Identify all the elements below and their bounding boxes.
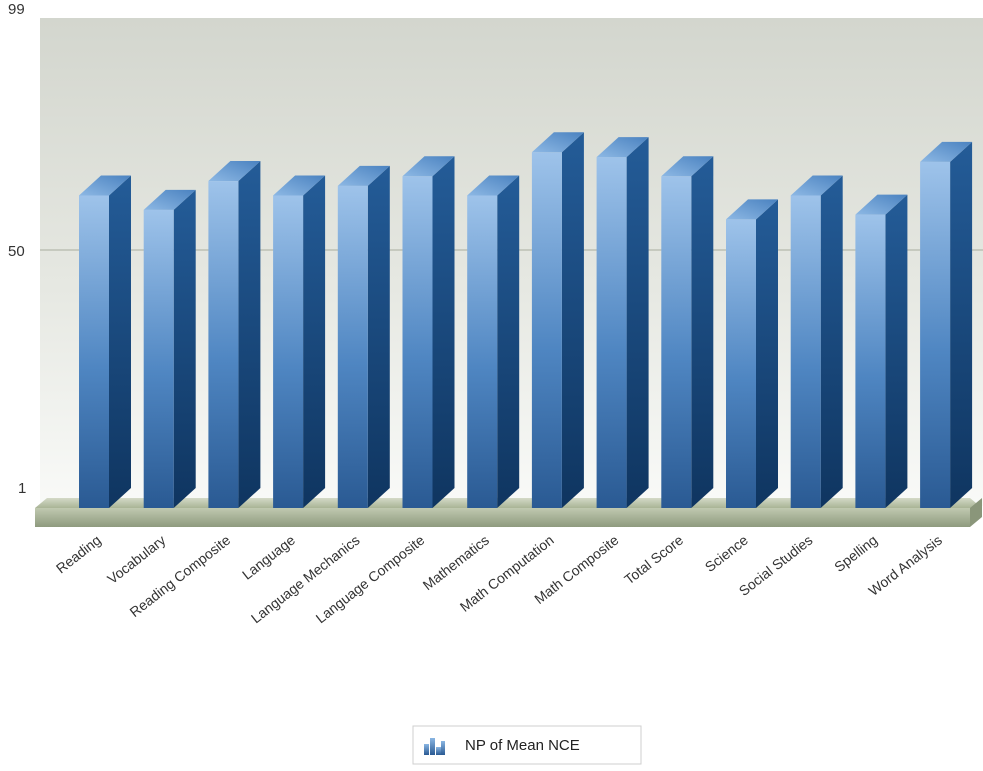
- bar-side: [173, 189, 196, 508]
- bar-front: [855, 214, 886, 508]
- bar-front: [596, 157, 627, 508]
- bar-side: [691, 156, 714, 508]
- bar-front: [143, 209, 174, 508]
- bar-side: [950, 141, 973, 508]
- bar-top: [790, 175, 843, 196]
- bar-front: [273, 195, 304, 508]
- legend-bar-chart-icon: [424, 738, 445, 755]
- bar: [596, 137, 649, 508]
- xtick-label: Spelling: [831, 532, 880, 575]
- bar-front: [208, 181, 239, 508]
- bar-top: [596, 137, 649, 158]
- xtick-label: Language Mechanics: [248, 532, 363, 627]
- bar: [531, 132, 584, 509]
- bar: [208, 161, 261, 508]
- bar-top: [79, 175, 131, 196]
- bar-side: [626, 137, 649, 508]
- bar-side: [303, 175, 326, 508]
- bar: [273, 175, 326, 508]
- bar: [402, 156, 455, 508]
- bar: [920, 141, 973, 508]
- bar-top: [855, 194, 908, 215]
- legend-box: [412, 725, 642, 765]
- legend: NP of Mean NCE: [412, 725, 642, 765]
- bar-top: [531, 132, 584, 153]
- bar: [661, 156, 714, 508]
- bar-top: [337, 165, 390, 186]
- bar: [467, 175, 520, 508]
- bar: [855, 194, 908, 508]
- bar-side: [820, 175, 843, 508]
- bar-front: [726, 219, 756, 508]
- bar-front: [790, 195, 821, 508]
- bar-group: [79, 132, 973, 509]
- bar-top: [467, 175, 520, 196]
- xtick-label: Total Score: [621, 532, 686, 588]
- bar-top: [726, 199, 778, 220]
- bar-top: [143, 189, 196, 210]
- bar: [79, 175, 131, 508]
- xtick-label: Reading: [53, 532, 104, 577]
- bar: [143, 189, 196, 508]
- bar-side: [367, 165, 390, 508]
- bar-side: [561, 132, 584, 509]
- floor-front: [35, 508, 970, 527]
- bar-front: [337, 185, 368, 508]
- bar-top: [920, 141, 973, 162]
- legend-label: NP of Mean NCE: [465, 737, 580, 754]
- bar-front: [661, 176, 692, 508]
- bar-top: [402, 156, 455, 177]
- bar-front: [920, 161, 951, 508]
- bar-top: [661, 156, 714, 177]
- ytick-label-1: 1: [18, 480, 26, 497]
- bar-side: [756, 199, 778, 508]
- bar: [337, 165, 390, 508]
- bar-side: [238, 161, 261, 508]
- bar-front: [531, 152, 562, 509]
- bar: [790, 175, 843, 508]
- ytick-label-50: 50: [8, 243, 25, 260]
- bar-side: [109, 175, 131, 508]
- bar-front: [402, 176, 433, 508]
- bar-side: [432, 156, 455, 508]
- bar-front: [467, 195, 498, 508]
- bar: [726, 199, 778, 508]
- xtick-label: Language Composite: [313, 532, 428, 627]
- xtick-label: Science: [702, 532, 751, 575]
- bar-side: [497, 175, 520, 508]
- bar-front: [79, 195, 109, 508]
- floor-side: [970, 498, 982, 527]
- bar-top: [273, 175, 326, 196]
- bar-top: [208, 161, 261, 182]
- xtick-label: Language: [239, 532, 298, 583]
- xtick-label: Vocabulary: [104, 532, 168, 587]
- bar-side: [885, 194, 908, 508]
- ytick-label-99: 99: [8, 1, 25, 18]
